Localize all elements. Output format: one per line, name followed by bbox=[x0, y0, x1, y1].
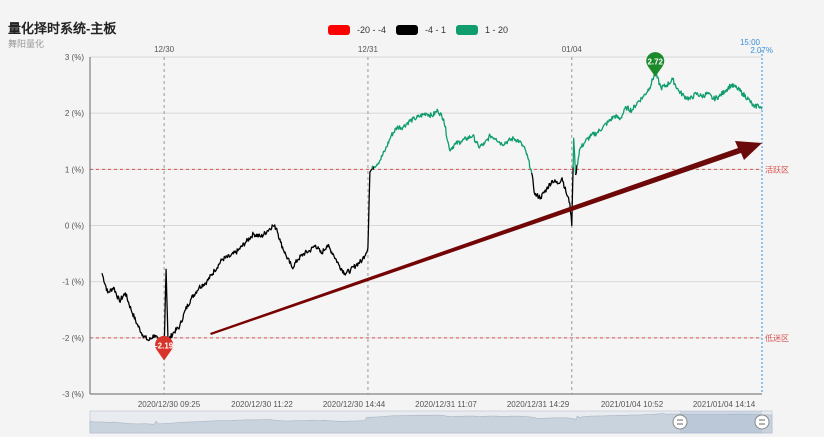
x-tick-label: 2020/12/31 11:07 bbox=[415, 400, 477, 409]
top-date-label: 12/31 bbox=[358, 45, 379, 54]
legend-swatch-red bbox=[328, 25, 350, 35]
chart-title: 量化择时系统-主板 bbox=[8, 21, 117, 36]
trend-arrow bbox=[210, 141, 762, 335]
y-tick-label: 2 (%) bbox=[65, 109, 84, 118]
x-tick-label: 2021/01/04 14:14 bbox=[693, 400, 756, 409]
x-time-labels: 2020/12/30 09:25 2020/12/30 11:22 2020/12/… bbox=[138, 400, 756, 409]
reference-lines bbox=[90, 168, 762, 339]
series-line-segment bbox=[572, 137, 577, 176]
y-tick-label: 3 (%) bbox=[65, 53, 84, 62]
range-navigator[interactable] bbox=[89, 410, 773, 434]
navigator-right-handle[interactable] bbox=[754, 414, 770, 430]
chart-legend: -20 - -4 -4 - 1 1 - 20 bbox=[328, 25, 508, 35]
legend-label-black: -4 - 1 bbox=[425, 25, 447, 35]
y-tick-label: -3 (%) bbox=[62, 390, 84, 399]
x-tick-label: 2020/12/30 11:22 bbox=[231, 400, 293, 409]
legend-item-black[interactable]: -4 - 1 bbox=[396, 25, 446, 35]
legend-label-green: 1 - 20 bbox=[485, 25, 509, 35]
max-marker[interactable]: 2.72 bbox=[646, 52, 665, 77]
series-line-segment bbox=[574, 164, 578, 176]
legend-item-green[interactable]: 1 - 20 bbox=[456, 25, 508, 35]
y-tick-label: 1 (%) bbox=[65, 165, 84, 174]
x-tick-label: 2021/01/04 10:52 bbox=[601, 400, 664, 409]
x-tick-label: 2020/12/30 14:44 bbox=[323, 400, 386, 409]
reference-label: 活跃区 bbox=[765, 164, 789, 174]
series-line-segment bbox=[372, 166, 375, 170]
min-marker[interactable]: -2.19 bbox=[155, 335, 174, 361]
reference-label: 低迷区 bbox=[765, 333, 789, 343]
top-date-label: 12/30 bbox=[154, 45, 175, 54]
y-tick-label: -1 (%) bbox=[62, 278, 84, 287]
min-pin-shape bbox=[155, 335, 174, 361]
chart-subtitle: 舞阳量化 bbox=[8, 39, 45, 49]
legend-label-red: -20 - -4 bbox=[357, 25, 387, 35]
end-value-label: 2.07% bbox=[750, 46, 773, 55]
x-tick-label: 2020/12/31 14:29 bbox=[507, 400, 570, 409]
series-lines bbox=[101, 72, 763, 350]
max-marker-label: 2.72 bbox=[647, 58, 663, 67]
max-pin-shape bbox=[646, 52, 665, 77]
series-line-segment bbox=[576, 72, 763, 166]
series-line-segment bbox=[530, 167, 574, 227]
min-marker-label: -2.19 bbox=[155, 342, 174, 351]
legend-swatch-black bbox=[396, 25, 419, 35]
series-line-segment bbox=[373, 108, 533, 174]
series-line-segment bbox=[101, 168, 373, 350]
navigator-selection bbox=[680, 411, 762, 433]
navigator-left-handle[interactable] bbox=[672, 414, 688, 430]
legend-item-red[interactable]: -20 - -4 bbox=[328, 25, 386, 35]
end-time-label: 15:00 bbox=[740, 38, 761, 47]
y-tick-labels: 3 (%) 2 (%) 1 (%) 0 (%) -1 (%) -2 (%) -3 (%) bbox=[62, 53, 84, 399]
x-tick-label: 2020/12/30 09:25 bbox=[138, 400, 201, 409]
top-date-label: 01/04 bbox=[562, 45, 583, 54]
legend-swatch-green bbox=[456, 25, 479, 35]
y-tick-label: -2 (%) bbox=[62, 334, 84, 343]
top-date-labels: 12/30 12/31 01/04 bbox=[154, 45, 582, 54]
navigator-preview bbox=[89, 413, 773, 434]
y-tick-label: 0 (%) bbox=[65, 222, 84, 231]
